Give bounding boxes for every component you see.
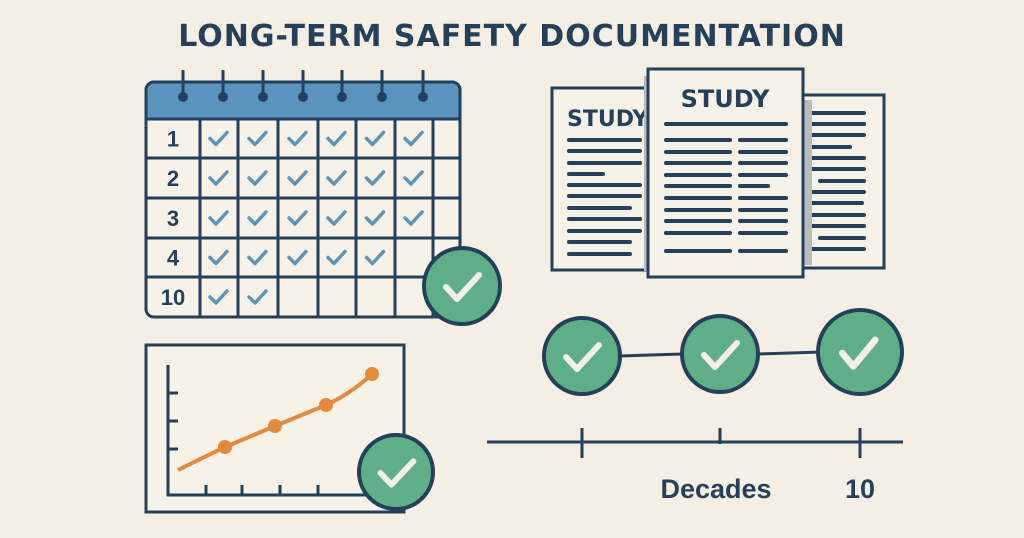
document-left-title: STUDY [567, 107, 649, 132]
calendar-row-label: 10 [161, 285, 185, 310]
calendar-row-label: 1 [167, 127, 179, 152]
calendar-ring [298, 92, 308, 102]
check-badges [357, 246, 904, 511]
calendar-ring [258, 92, 268, 102]
check-circle-icon [680, 314, 760, 394]
check-icon [403, 170, 424, 186]
trend-chart [144, 343, 406, 514]
document-shadow [804, 100, 812, 265]
calendar-ring [418, 92, 428, 102]
document-right-text-lines [810, 111, 866, 251]
calendar-ring [377, 92, 387, 102]
check-icon [247, 170, 268, 186]
check-icon [247, 210, 268, 226]
timeline-connector [757, 350, 823, 356]
calendar-row-label: 2 [167, 166, 179, 191]
document-center-text-lines [664, 122, 788, 253]
check-circle-icon [816, 308, 904, 396]
check-icon [326, 170, 347, 186]
check-icon [208, 210, 229, 226]
check-icon [403, 210, 424, 226]
check-icon [326, 130, 347, 147]
calendar: 1 2 3 4 10 [144, 70, 462, 319]
check-icon [364, 249, 386, 266]
chart-ticks [168, 391, 320, 495]
trend-point [319, 398, 333, 412]
check-icon [326, 249, 347, 266]
trend-line [177, 372, 374, 472]
calendar-ring [218, 92, 228, 102]
document-center-title: STUDY [681, 85, 770, 113]
check-icon [364, 210, 386, 226]
check-icon [208, 130, 229, 147]
check-icon [208, 289, 229, 305]
calendar-ring [337, 92, 347, 102]
trend-point [218, 440, 232, 454]
trend-point [268, 419, 282, 433]
check-circle-icon [422, 246, 502, 326]
check-circle-icon [357, 433, 435, 511]
check-icon [403, 130, 424, 147]
check-icon [364, 170, 386, 186]
check-icon [208, 249, 229, 266]
check-icon [364, 130, 386, 147]
timeline-end-label: 10 [845, 474, 875, 504]
check-icon [287, 130, 308, 147]
calendar-row-label: 4 [167, 246, 180, 271]
check-icon [287, 210, 308, 226]
document-center: STUDY [646, 67, 805, 279]
check-icon [208, 170, 229, 186]
check-circle-icon [542, 316, 622, 396]
check-icon [247, 130, 268, 147]
check-icon [287, 170, 308, 186]
trend-point [365, 367, 379, 381]
timeline-label: Decades [660, 474, 771, 504]
timeline-connector [619, 352, 683, 358]
calendar-row-label: 3 [167, 206, 179, 231]
document-left: STUDY [550, 86, 654, 272]
timeline: Decades 10 [487, 350, 903, 504]
study-documents: STUDY STUDY [550, 67, 886, 279]
page-title: LONG-TERM SAFETY DOCUMENTATION [178, 19, 846, 54]
document-left-text-lines [567, 138, 642, 256]
calendar-ring [178, 92, 188, 102]
check-icon [287, 249, 308, 266]
check-icon [247, 249, 268, 266]
check-icon [326, 210, 347, 226]
document-right [798, 93, 886, 270]
check-icon [247, 289, 268, 305]
